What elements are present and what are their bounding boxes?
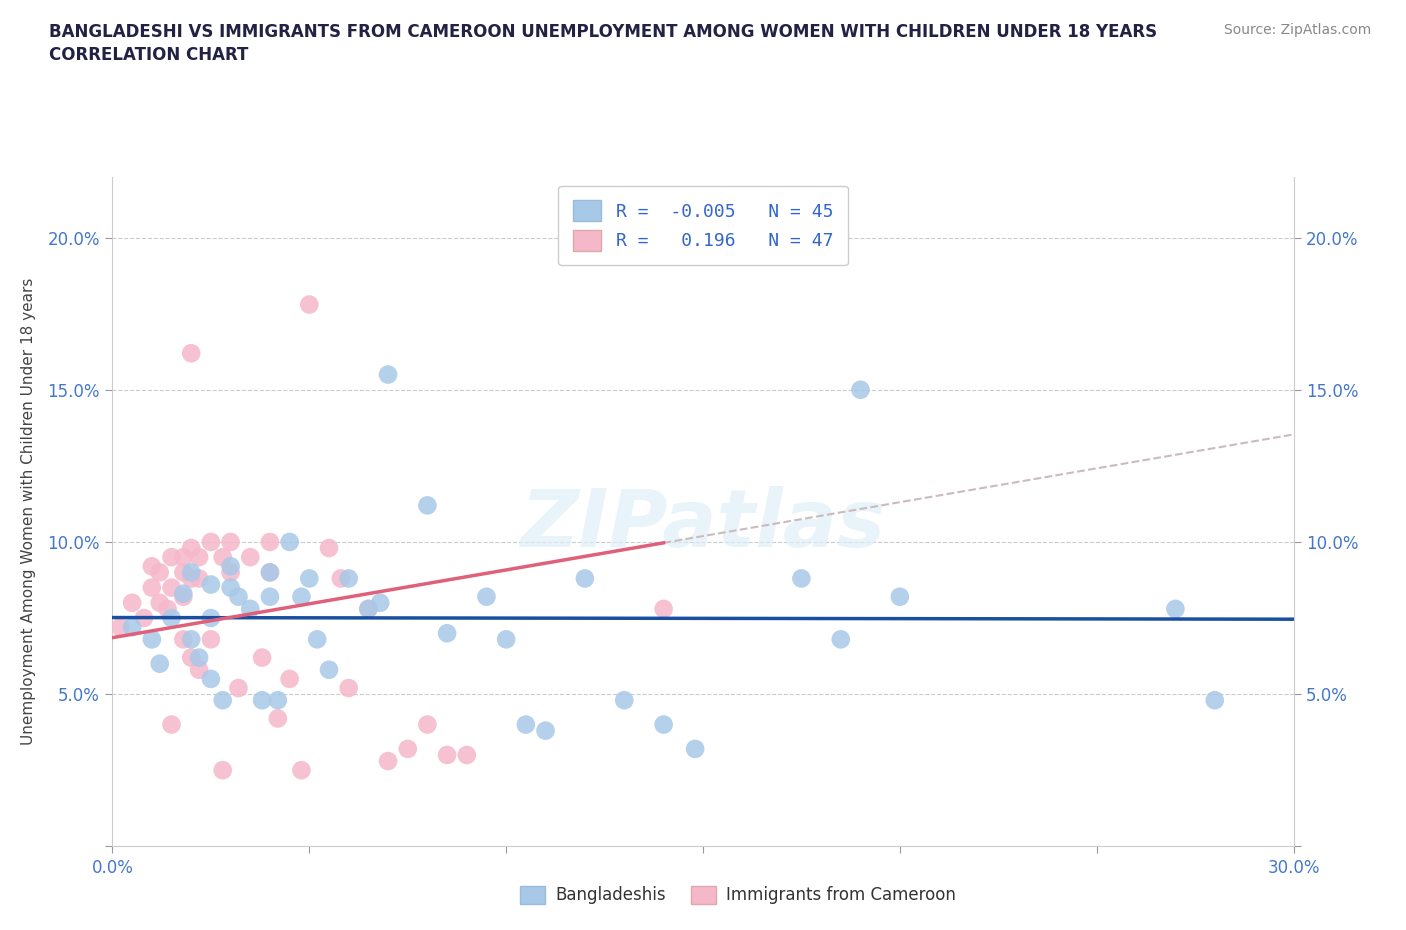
Point: [377, 367, 399, 382]
Point: [307, 631, 329, 646]
Point: [436, 626, 458, 641]
Point: [329, 571, 352, 586]
Point: [180, 571, 202, 586]
Text: BANGLADESHI VS IMMIGRANTS FROM CAMEROON UNEMPLOYMENT AMONG WOMEN WITH CHILDREN U: BANGLADESHI VS IMMIGRANTS FROM CAMEROON …: [49, 23, 1157, 41]
Point: [337, 571, 360, 586]
Point: [141, 580, 163, 595]
Point: [613, 693, 636, 708]
Point: [357, 602, 380, 617]
Point: [228, 681, 250, 696]
Point: [475, 590, 498, 604]
Point: [132, 611, 155, 626]
Text: ZIPatlas: ZIPatlas: [520, 485, 886, 564]
Point: [141, 559, 163, 574]
Point: [188, 571, 211, 586]
Point: [149, 565, 172, 579]
Point: [172, 631, 194, 646]
Legend: R =  -0.005   N = 45, R =   0.196   N = 47: R = -0.005 N = 45, R = 0.196 N = 47: [558, 186, 848, 265]
Point: [188, 550, 211, 565]
Point: [278, 535, 301, 550]
Point: [219, 565, 242, 579]
Point: [200, 611, 222, 626]
Point: [211, 763, 233, 777]
Point: [278, 671, 301, 686]
Point: [416, 717, 439, 732]
Point: [652, 602, 675, 617]
Point: [790, 571, 813, 586]
Point: [495, 631, 517, 646]
Point: [200, 671, 222, 686]
Point: [456, 748, 478, 763]
Point: [250, 693, 273, 708]
Point: [377, 753, 399, 768]
Point: [259, 565, 281, 579]
Point: [200, 631, 222, 646]
Point: [188, 662, 211, 677]
Point: [1204, 693, 1226, 708]
Y-axis label: Unemployment Among Women with Children Under 18 years: Unemployment Among Women with Children U…: [21, 278, 37, 745]
Point: [574, 571, 596, 586]
Point: [239, 550, 262, 565]
Point: [267, 693, 290, 708]
Point: [172, 590, 194, 604]
Point: [357, 602, 380, 617]
Point: [889, 590, 911, 604]
Point: [156, 602, 179, 617]
Point: [219, 580, 242, 595]
Point: [200, 578, 222, 592]
Text: CORRELATION CHART: CORRELATION CHART: [49, 46, 249, 64]
Point: [396, 741, 419, 756]
Point: [121, 619, 143, 634]
Point: [368, 595, 391, 610]
Point: [211, 693, 233, 708]
Point: [180, 540, 202, 555]
Point: [337, 681, 360, 696]
Point: [219, 559, 242, 574]
Point: [259, 565, 281, 579]
Point: [172, 586, 194, 601]
Point: [160, 550, 183, 565]
Point: [259, 535, 281, 550]
Point: [652, 717, 675, 732]
Point: [298, 571, 321, 586]
Point: [110, 619, 132, 634]
Point: [250, 650, 273, 665]
Text: Source: ZipAtlas.com: Source: ZipAtlas.com: [1223, 23, 1371, 37]
Point: [318, 662, 340, 677]
Point: [172, 565, 194, 579]
Point: [849, 382, 872, 397]
Point: [1164, 602, 1187, 617]
Point: [228, 590, 250, 604]
Point: [219, 535, 242, 550]
Point: [683, 741, 706, 756]
Point: [830, 631, 852, 646]
Point: [416, 498, 439, 512]
Point: [436, 748, 458, 763]
Point: [298, 297, 321, 312]
Point: [515, 717, 537, 732]
Point: [239, 602, 262, 617]
Point: [180, 650, 202, 665]
Point: [211, 550, 233, 565]
Point: [267, 711, 290, 726]
Point: [160, 611, 183, 626]
Point: [141, 631, 163, 646]
Point: [160, 580, 183, 595]
Point: [200, 535, 222, 550]
Point: [259, 590, 281, 604]
Point: [290, 590, 312, 604]
Point: [188, 650, 211, 665]
Point: [160, 717, 183, 732]
Point: [290, 763, 312, 777]
Point: [121, 595, 143, 610]
Point: [318, 540, 340, 555]
Legend: Bangladeshis, Immigrants from Cameroon: Bangladeshis, Immigrants from Cameroon: [513, 879, 963, 911]
Point: [180, 565, 202, 579]
Point: [172, 550, 194, 565]
Point: [149, 595, 172, 610]
Point: [149, 657, 172, 671]
Point: [534, 724, 557, 738]
Point: [180, 631, 202, 646]
Point: [180, 346, 202, 361]
